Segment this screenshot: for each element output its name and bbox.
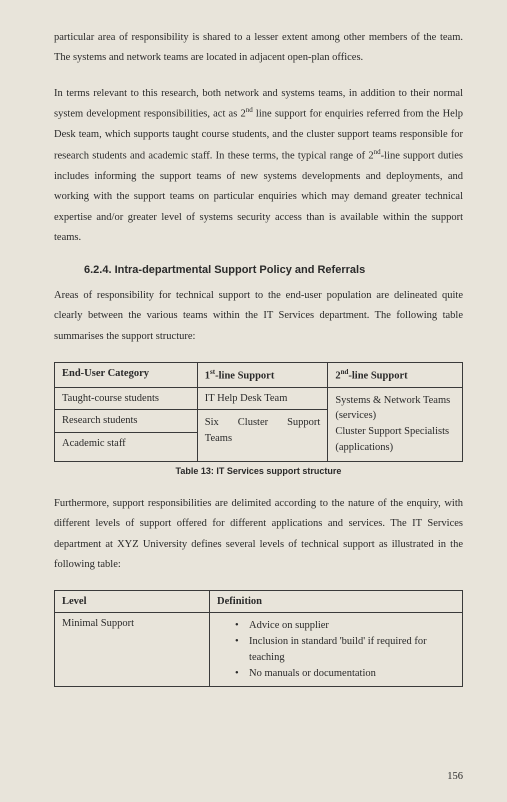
support-structure-table: End-User Category 1st-line Support 2nd-l…: [54, 362, 463, 462]
sup-nd-1: nd: [246, 106, 253, 114]
header-second-line: 2nd-line Support: [328, 363, 463, 388]
sup-nd-2: nd: [374, 148, 381, 156]
teams: Teams: [205, 433, 232, 444]
cell-definition: Advice on supplier Inclusion in standard…: [210, 613, 463, 687]
section-heading: 6.2.4. Intra-departmental Support Policy…: [84, 264, 463, 276]
cell-help-desk: IT Help Desk Team: [197, 387, 328, 409]
list-item: No manuals or documentation: [235, 666, 455, 682]
header-end-user: End-User Category: [55, 363, 198, 388]
page-number: 156: [447, 771, 463, 782]
para-3: Areas of responsibility for technical su…: [54, 286, 463, 347]
definition-list: Advice on supplier Inclusion in standard…: [217, 618, 455, 681]
list-item: Advice on supplier: [235, 618, 455, 634]
h2b: -line Support: [215, 371, 274, 382]
support: Support: [287, 417, 320, 428]
header-level: Level: [55, 591, 210, 613]
support-levels-table: Level Definition Minimal Support Advice …: [54, 590, 463, 687]
table-header-row: End-User Category 1st-line Support 2nd-l…: [55, 363, 463, 388]
table-row: Minimal Support Advice on supplier Inclu…: [55, 613, 463, 687]
table-caption-13: Table 13: IT Services support structure: [54, 466, 463, 476]
cell-research: Research students: [55, 409, 198, 432]
cell-minimal-support: Minimal Support: [55, 613, 210, 687]
list-item: Inclusion in standard 'build' if require…: [235, 634, 455, 666]
para-2-c: -line support duties includes informing …: [54, 150, 463, 243]
header-definition: Definition: [210, 591, 463, 613]
cluster: Cluster: [238, 417, 268, 428]
six: Six: [205, 417, 219, 428]
para-1: particular area of responsibility is sha…: [54, 28, 463, 69]
cell-cluster-teams: Six Cluster Support Teams: [197, 409, 328, 461]
cell-academic: Academic staff: [55, 432, 198, 461]
h3b: -line Support: [348, 371, 407, 382]
para-4: Furthermore, support responsibilities ar…: [54, 494, 463, 576]
merged-a: Systems & Network Teams (services): [335, 395, 450, 422]
para-2: In terms relevant to this research, both…: [54, 84, 463, 249]
table-row: Taught-course students IT Help Desk Team…: [55, 387, 463, 409]
header-first-line: 1st-line Support: [197, 363, 328, 388]
cell-taught-course: Taught-course students: [55, 387, 198, 409]
merged-b: Cluster Support Specialists (application…: [335, 426, 449, 453]
table-header-row: Level Definition: [55, 591, 463, 613]
cell-merged-second-line: Systems & Network Teams (services) Clust…: [328, 387, 463, 461]
